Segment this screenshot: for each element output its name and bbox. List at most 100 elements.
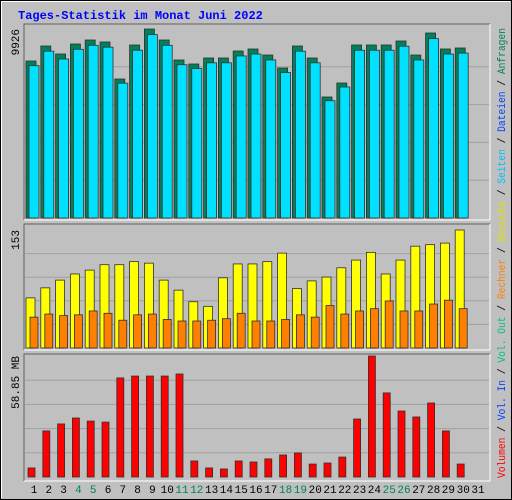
x-tick-label: 17 [264, 485, 277, 497]
x-tick-label: 21 [323, 485, 337, 497]
bar [160, 375, 169, 478]
bar [295, 314, 305, 349]
bar [205, 467, 214, 478]
bar [234, 460, 243, 478]
x-tick-label: 26 [397, 485, 410, 497]
x-tick-label: 2 [45, 485, 52, 497]
bar [131, 375, 140, 478]
x-tick-label: 4 [75, 485, 82, 497]
bar [43, 50, 55, 219]
x-tick-label: 29 [442, 485, 455, 497]
x-tick-label: 24 [368, 485, 382, 497]
legend-item: Vol. In [497, 380, 509, 420]
bar [88, 310, 98, 349]
bar [206, 62, 218, 219]
bar [176, 64, 188, 219]
bar [42, 430, 51, 478]
x-tick-label: 15 [235, 485, 248, 497]
bar [73, 48, 84, 219]
legend-separator: / [497, 299, 509, 316]
bar [325, 305, 335, 349]
bar [146, 34, 158, 219]
bar [413, 59, 425, 219]
x-tick-label: 10 [161, 485, 174, 497]
bar [338, 456, 347, 478]
bar [266, 320, 276, 349]
legend-item: Besuche [497, 201, 509, 241]
bar [117, 82, 129, 219]
bar [310, 316, 320, 349]
x-tick-label: 31 [471, 485, 485, 497]
bar [190, 460, 199, 478]
x-tick-label: 9 [149, 485, 156, 497]
bar [279, 454, 288, 478]
legend-separator: / [497, 74, 509, 91]
x-tick-label: 5 [90, 485, 97, 497]
bar [265, 59, 277, 219]
x-tick-label: 13 [205, 485, 218, 497]
bar [354, 49, 366, 219]
x-tick-label: 25 [383, 485, 396, 497]
bar [219, 468, 228, 478]
panel-bevel [23, 23, 490, 220]
x-tick-label: 23 [353, 485, 366, 497]
panel-bevel [24, 224, 491, 351]
x-tick-label: 27 [412, 485, 425, 497]
x-tick-label: 6 [105, 485, 112, 497]
bar [293, 452, 302, 478]
bar [220, 62, 232, 219]
bar [294, 50, 306, 219]
legend-separator: / [497, 420, 509, 437]
bar [118, 319, 128, 349]
bar [398, 45, 410, 219]
legend-item: Volumen [497, 438, 509, 478]
x-tick-label: 3 [60, 485, 67, 497]
bar [145, 375, 154, 478]
bar [86, 420, 95, 478]
bar [133, 314, 143, 349]
bar [207, 319, 217, 349]
bar [443, 299, 453, 349]
bar [102, 46, 114, 219]
bar [383, 49, 395, 219]
bar [74, 314, 83, 349]
x-tick-label: 20 [309, 485, 322, 497]
x-tick-label: 8 [134, 485, 141, 497]
legend-item: Rechner [497, 259, 509, 299]
bar [399, 310, 409, 349]
legend-separator: / [497, 132, 509, 149]
bar [323, 462, 332, 478]
bar [44, 313, 54, 349]
bar [456, 463, 465, 478]
bar [355, 310, 365, 349]
bar [384, 300, 394, 349]
bar [281, 319, 291, 349]
chart-title: Tages-Statistik im Monat Juni 2022 [18, 9, 263, 23]
bar [309, 62, 321, 219]
bar [250, 53, 262, 219]
x-tick-label: 22 [338, 485, 351, 497]
bar [457, 52, 469, 219]
bar [101, 421, 110, 478]
legend-item: Anfragen [497, 28, 509, 74]
bar [369, 308, 379, 349]
bar [414, 310, 424, 349]
bar [147, 313, 157, 349]
bar [249, 461, 258, 478]
panel-bevel [24, 354, 491, 482]
legend-separator: / [497, 241, 509, 258]
bar [58, 58, 69, 219]
panel-bevel [24, 24, 491, 221]
bar [161, 44, 173, 219]
bar [162, 319, 172, 349]
x-tick-label: 7 [119, 485, 126, 497]
bar [103, 312, 113, 349]
bar [458, 308, 468, 349]
bar [428, 38, 440, 219]
bar [192, 320, 202, 349]
bar [72, 417, 80, 478]
bar [236, 312, 246, 349]
bar [175, 373, 184, 478]
bar [57, 423, 65, 478]
bar [324, 100, 336, 219]
